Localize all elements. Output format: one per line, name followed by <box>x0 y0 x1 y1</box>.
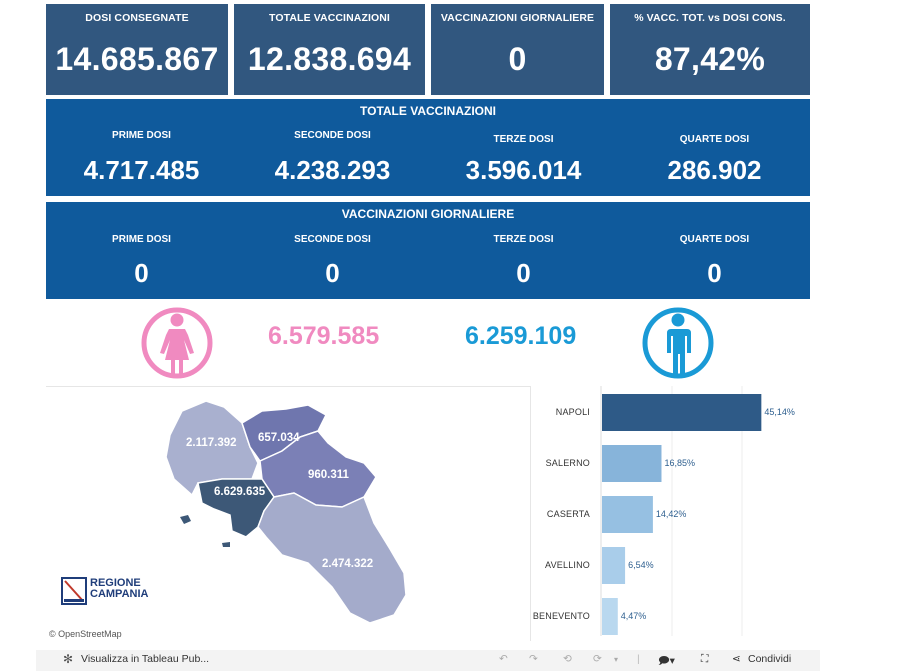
kpi-title: VACCINAZIONI GIORNALIERE <box>440 12 595 24</box>
totale-quarte-dosi: QUARTE DOSI 286.902 <box>619 134 810 186</box>
redo-icon[interactable]: ↷ <box>529 653 538 665</box>
col-label: PRIME DOSI <box>112 234 171 245</box>
refresh-icon[interactable]: ⟳ <box>593 653 602 665</box>
giornaliere-quarte-dosi: QUARTE DOSI 0 <box>619 234 810 289</box>
share-icon[interactable]: ⋖ <box>732 653 741 665</box>
category-label: BENEVENTO <box>532 610 590 621</box>
map-island-capri[interactable] <box>222 542 230 547</box>
bar-benevento[interactable] <box>602 598 618 635</box>
toolbar-divider: | <box>637 653 640 665</box>
comment-icon[interactable]: 🗩▾ <box>658 655 675 667</box>
col-value: 286.902 <box>667 155 762 185</box>
vaccinazioni-giornaliere-panel: VACCINAZIONI GIORNALIERE PRIME DOSI 0 SE… <box>46 202 810 299</box>
col-value: 4.238.293 <box>274 155 391 185</box>
regione-campania-emblem <box>61 577 87 605</box>
map-region-salerno[interactable] <box>257 492 407 624</box>
female-person-icon <box>141 307 213 379</box>
kpi-title: DOSI CONSEGNATE <box>85 12 189 24</box>
kpi-value: 0 <box>508 41 527 77</box>
col-label: TERZE DOSI <box>493 234 554 245</box>
giornaliere-seconde-dosi: SECONDE DOSI 0 <box>237 234 428 289</box>
kpi-percent-vacc: % VACC. TOT. vs DOSI CONS. 87,42% <box>610 4 810 95</box>
logo-line-1: REGIONE <box>90 577 141 589</box>
bar-salerno[interactable] <box>602 445 662 482</box>
value-label: 45,14% <box>764 406 795 417</box>
totale-seconde-dosi: SECONDE DOSI 4.238.293 <box>237 130 428 186</box>
giornaliere-terze-dosi: TERZE DOSI 0 <box>428 234 619 289</box>
map-attribution: © OpenStreetMap <box>49 629 122 639</box>
campania-map[interactable]: 2.117.392 657.034 960.311 6.629.635 2.47… <box>46 386 531 641</box>
male-count: 6.259.109 <box>465 322 577 350</box>
totale-terze-dosi: TERZE DOSI 3.596.014 <box>428 134 619 186</box>
kpi-title: % VACC. TOT. vs DOSI CONS. <box>634 12 786 24</box>
value-label: 14,42% <box>655 508 687 519</box>
kpi-value: 87,42% <box>654 41 766 77</box>
category-label: NAPOLI <box>555 406 590 417</box>
col-label: TERZE DOSI <box>493 134 554 145</box>
kpi-title: TOTALE VACCINAZIONI <box>269 12 390 24</box>
kpi-vaccinazioni-giornaliere: VACCINAZIONI GIORNALIERE 0 <box>431 4 604 95</box>
col-label: SECONDE DOSI <box>294 130 371 141</box>
map-label-avellino: 960.311 <box>308 469 349 481</box>
map-label-caserta: 2.117.392 <box>186 437 237 449</box>
value-label: 6,54% <box>628 559 654 570</box>
panel-title: VACCINAZIONI GIORNALIERE <box>341 207 515 221</box>
male-person-icon <box>642 307 714 379</box>
col-value: 0 <box>325 258 340 288</box>
col-value: 0 <box>516 258 531 288</box>
giornaliere-prime-dosi: PRIME DOSI 0 <box>46 234 237 289</box>
map-island-ischia[interactable] <box>180 515 191 524</box>
kpi-dosi-consegnate: DOSI CONSEGNATE 14.685.867 <box>46 4 228 95</box>
map-label-napoli: 6.629.635 <box>214 486 266 498</box>
category-label: SALERNO <box>545 457 590 468</box>
kpi-value: 14.685.867 <box>55 41 219 77</box>
pause-dropdown-icon[interactable]: ▾ <box>614 655 619 664</box>
col-label: PRIME DOSI <box>112 130 171 141</box>
share-button[interactable]: Condividi <box>748 653 792 665</box>
col-value: 0 <box>134 258 149 288</box>
totale-vaccinazioni-panel: TOTALE VACCINAZIONI PRIME DOSI 4.717.485… <box>46 99 810 196</box>
panel-title: TOTALE VACCINAZIONI <box>360 104 496 118</box>
bar-chart-svg <box>600 386 762 636</box>
tableau-logo-icon[interactable]: ✻ <box>63 652 74 666</box>
col-label: QUARTE DOSI <box>679 134 750 145</box>
view-in-tableau-link[interactable]: Visualizza in Tableau Pub... <box>81 653 210 665</box>
fullscreen-icon[interactable]: ⛶ <box>701 653 709 665</box>
map-regions[interactable] <box>46 387 530 641</box>
value-label: 16,85% <box>664 457 695 468</box>
female-count: 6.579.585 <box>268 322 380 350</box>
col-value: 3.596.014 <box>465 155 582 185</box>
value-label: 4,47% <box>620 610 647 621</box>
bar-caserta[interactable] <box>602 496 653 533</box>
kpi-totale-vaccinazioni: TOTALE VACCINAZIONI 12.838.694 <box>234 4 425 95</box>
logo-line-2: CAMPANIA <box>90 588 149 600</box>
col-value: 0 <box>707 258 722 288</box>
bar-avellino[interactable] <box>602 547 626 584</box>
map-label-benevento: 657.034 <box>258 432 300 444</box>
category-label: CASERTA <box>546 508 590 519</box>
tableau-toolbar: ✻ Visualizza in Tableau Pub... ↶ ↷ ⟲ ⟳ ▾… <box>36 650 820 671</box>
map-label-salerno: 2.474.322 <box>322 558 374 570</box>
col-value: 4.717.485 <box>83 155 200 185</box>
col-label: SECONDE DOSI <box>294 234 371 245</box>
category-label: AVELLINO <box>545 559 590 570</box>
revert-icon[interactable]: ⟲ <box>563 653 572 665</box>
kpi-value: 12.838.694 <box>247 41 412 77</box>
province-bar-chart: NAPOLI SALERNO CASERTA AVELLINO BENEVENTO 45… <box>530 386 820 640</box>
col-label: QUARTE DOSI <box>679 234 750 245</box>
bar-napoli[interactable] <box>602 394 762 431</box>
totale-prime-dosi: PRIME DOSI 4.717.485 <box>46 130 237 186</box>
undo-icon[interactable]: ↶ <box>499 653 508 665</box>
